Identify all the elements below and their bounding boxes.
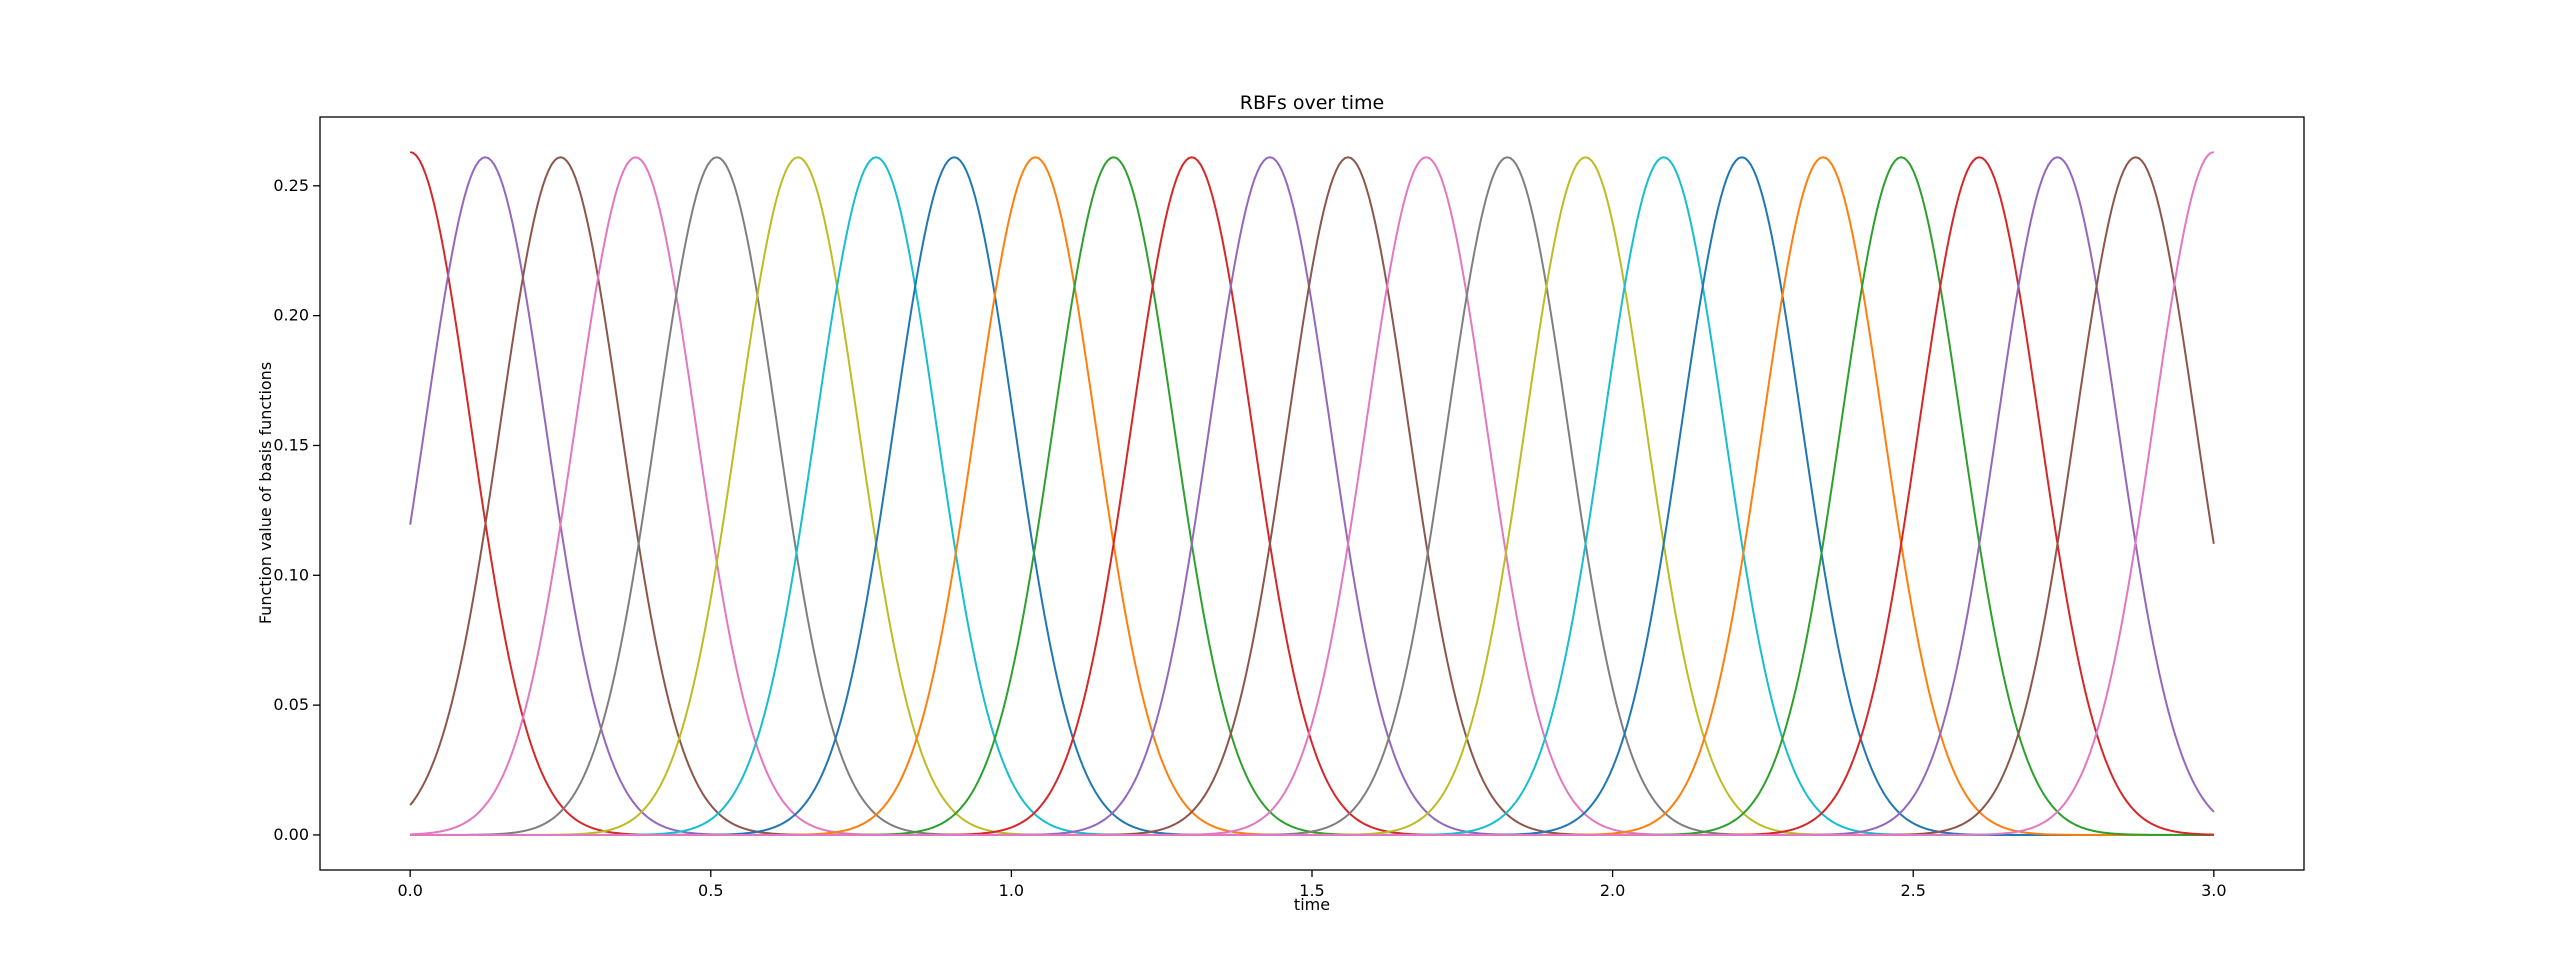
y-tick-label: 0.25: [273, 176, 309, 195]
y-axis: 0.00 0.05 0.10 0.15 0.20 0.25: [273, 176, 320, 844]
x-tick-label: 0.5: [698, 881, 723, 900]
x-tick-label: 2.0: [1600, 881, 1625, 900]
rbf-series-24: [410, 151, 2215, 836]
x-axis-label: time: [1294, 895, 1330, 914]
y-tick-label: 0.10: [273, 565, 309, 584]
y-tick-label: 0.00: [273, 825, 309, 844]
series-layer: [409, 151, 2215, 836]
x-tick-label: 3.0: [2201, 881, 2226, 900]
x-tick-label: 1.0: [999, 881, 1024, 900]
y-tick-label: 0.20: [273, 306, 309, 325]
chart-title: RBFs over time: [1240, 92, 1384, 114]
y-tick-label: 0.05: [273, 695, 309, 714]
y-tick-label: 0.15: [273, 435, 309, 454]
x-tick-label: 1.5: [1299, 881, 1324, 900]
y-axis-label: Function value of basis functions: [256, 362, 275, 624]
x-tick-label: 0.0: [397, 881, 422, 900]
x-axis: 0.0 0.5 1.0 1.5 2.0 2.5 3.0: [397, 870, 2227, 900]
x-tick-label: 2.5: [1900, 881, 1925, 900]
